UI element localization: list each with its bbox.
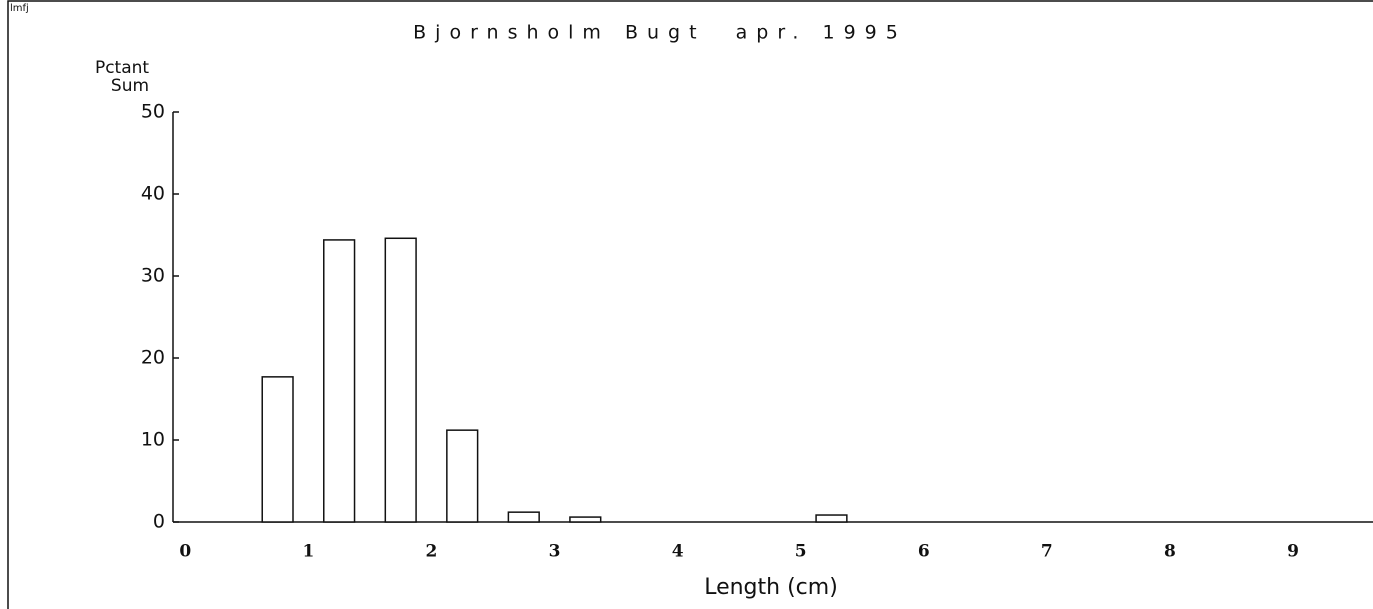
bar xyxy=(261,376,294,523)
chart-title: Bjornsholm Bugt apr. 1995 xyxy=(413,22,907,44)
bar xyxy=(507,511,540,523)
bar xyxy=(446,429,479,523)
y-tick-label: 20 xyxy=(141,347,165,369)
x-tick-label: 1 xyxy=(302,542,314,562)
x-tick-label: 8 xyxy=(1164,542,1176,562)
x-tick-label: 4 xyxy=(672,542,684,562)
frame xyxy=(7,0,1373,609)
y-tick-label: 10 xyxy=(141,429,165,451)
x-tick-label: 6 xyxy=(918,542,930,562)
y-tick-label: 50 xyxy=(141,101,165,123)
y-tick-label: 30 xyxy=(141,265,165,287)
corner-label: lmfj xyxy=(10,3,29,14)
y-axis-label: Sum xyxy=(111,76,149,96)
x-tick-label: 7 xyxy=(1041,542,1053,562)
y-tick-label: 0 xyxy=(153,511,165,533)
x-tick-label: 0 xyxy=(179,542,191,562)
y-tick-label: 40 xyxy=(141,183,165,205)
x-tick-label: 2 xyxy=(426,542,438,562)
bar xyxy=(384,237,417,523)
x-axis-label: Length (cm) xyxy=(704,575,838,600)
y-axis-label: Pctant xyxy=(95,58,149,78)
x-tick-label: 5 xyxy=(795,542,807,562)
bar xyxy=(815,514,848,523)
bar xyxy=(323,239,356,523)
x-tick-label: 3 xyxy=(549,542,561,562)
x-tick-label: 9 xyxy=(1287,542,1299,562)
bar xyxy=(569,516,602,523)
